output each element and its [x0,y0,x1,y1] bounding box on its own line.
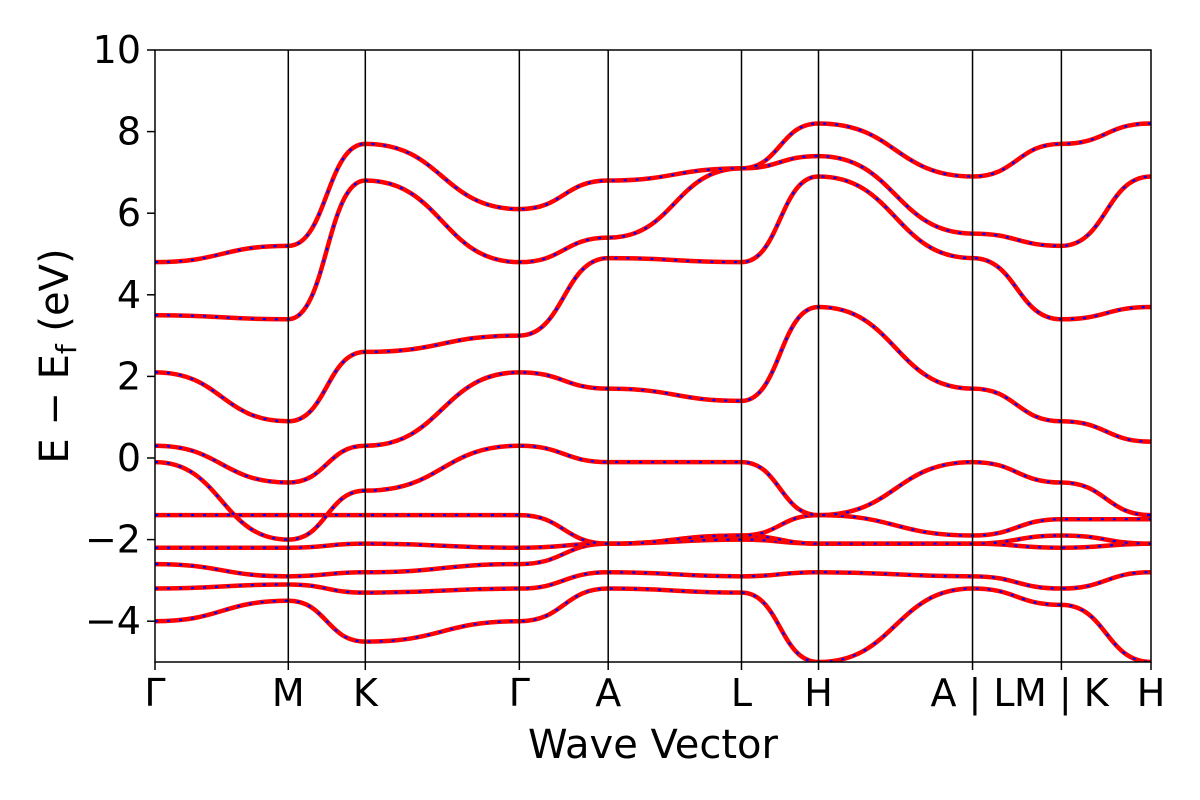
x-axis-label: Wave Vector [528,722,779,768]
band-06-dft-line [155,443,1151,542]
x-tick-label: A | L [930,671,1014,716]
band-05-wannier-line [155,514,1151,545]
y-tick-label: 10 [93,28,141,72]
band-02-wannier-line [155,571,1151,594]
band-08-dft-line [155,174,1151,424]
x-tick-label: Γ [509,671,530,715]
high-symmetry-lines [287,50,1063,662]
y-tick-label: −4 [85,599,141,643]
y-tick-label: 4 [117,273,141,317]
x-tick-label: H [1137,671,1166,715]
y-tick-label: −2 [85,518,141,562]
plot-frame [154,49,1152,663]
x-tick-label: H [804,671,833,715]
y-axis-label-unit: (eV) [32,248,78,344]
band-09-wannier-line [155,154,1151,321]
x-tick-label: M [272,671,305,715]
y-axis-label-sub: f [50,343,83,354]
band-10-dft-line [155,121,1151,265]
band-07-wannier-line [155,305,1151,484]
band-01-wannier-line [155,587,1151,662]
x-tick-label: M | K [1014,671,1110,716]
y-tick-label: 2 [117,354,141,398]
x-tick-label: A [595,671,621,715]
x-tick-label: K [353,671,379,715]
band-10-wannier-line [155,122,1151,264]
y-tick-label: 6 [117,191,141,235]
x-tick-label: L [731,671,752,715]
x-tick-label: Γ [144,671,165,715]
y-axis: −4 −2 0 2 4 6 8 10 [85,28,155,643]
band-04-wannier-line [155,534,1151,549]
band-08-wannier-line [155,175,1151,423]
bands-layer [155,121,1151,662]
y-tick-label: 8 [117,110,141,154]
band-05-dft-line [155,512,1151,546]
band-07-dft-line [155,304,1151,485]
y-axis-label: E − Ef (eV) [32,248,83,463]
band-06-wannier-line [155,444,1151,541]
band-01-dft-line [155,586,1151,662]
band-03-dft-line [155,537,1151,579]
y-axis-label-main: E − E [32,354,78,464]
y-tick-label: 0 [117,436,141,480]
